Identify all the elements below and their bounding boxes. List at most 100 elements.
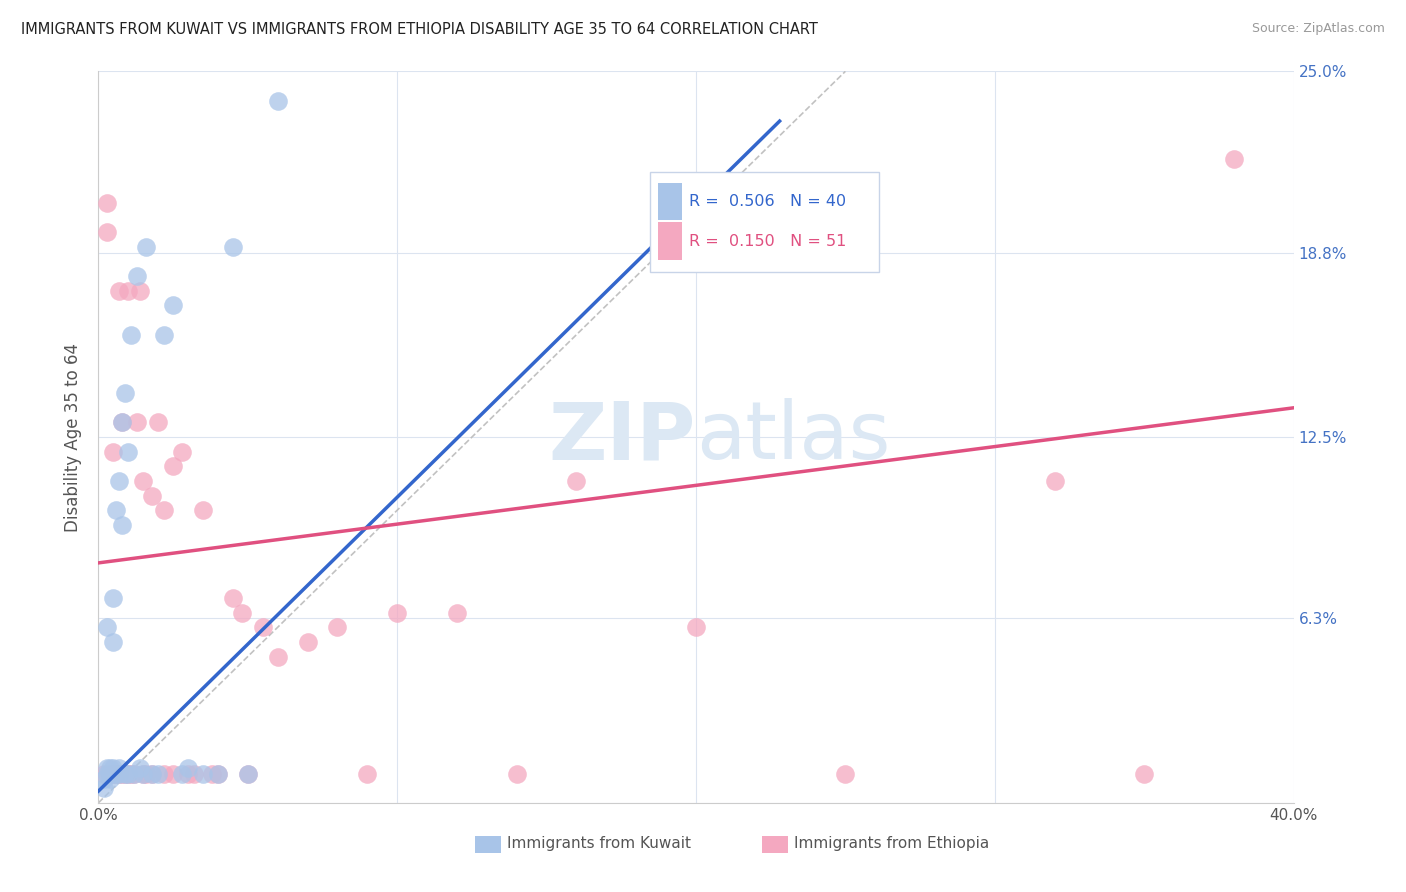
Point [1133,766,1156,780]
Point [103,635,125,649]
Point [120,327,142,342]
Point [98,766,122,780]
Point [297,635,319,649]
Point [172,444,194,458]
Point [127,416,149,430]
Point [135,240,157,254]
Point [153,327,176,342]
Point [506,766,529,780]
Point [236,766,259,780]
Point [117,444,139,458]
Point [148,766,170,780]
Point [183,766,205,780]
Point [222,591,245,605]
Point [103,591,125,605]
Point [141,489,163,503]
Point [191,503,214,517]
Point [222,240,245,254]
Point [111,517,134,532]
Point [162,298,184,312]
Point [124,766,146,780]
Point [96,196,118,211]
Point [96,766,118,780]
Point [117,284,139,298]
Point [127,269,149,284]
Point [105,503,128,517]
Point [108,766,131,780]
Point [114,766,136,780]
Point [114,386,136,401]
Point [148,416,170,430]
Point [356,766,378,780]
Point [132,766,155,780]
Point [129,761,152,775]
Point [108,761,131,775]
Point [98,761,122,775]
Point [231,606,253,620]
Point [132,474,155,488]
Point [191,766,214,780]
Point [93,781,115,796]
Point [103,766,125,780]
Point [153,766,176,780]
Point [135,766,157,780]
Point [267,649,290,664]
Point [267,94,290,108]
Bar [762,837,787,853]
Point [103,766,125,780]
Point [129,284,152,298]
Point [1223,152,1246,166]
Point [207,766,229,780]
Point [98,766,122,780]
Point [172,766,194,780]
Point [105,766,128,780]
Bar [475,837,501,853]
Text: R =  0.150   N = 51: R = 0.150 N = 51 [689,234,846,249]
Point [98,772,122,787]
Point [111,766,134,780]
Point [385,606,409,620]
Text: atlas: atlas [696,398,890,476]
Text: Immigrants from Ethiopia: Immigrants from Ethiopia [794,837,990,851]
Text: Immigrants from Kuwait: Immigrants from Kuwait [508,837,692,851]
Point [565,474,588,488]
Point [162,766,184,780]
Text: R =  0.506   N = 40: R = 0.506 N = 40 [689,194,846,209]
Point [207,766,229,780]
Point [141,766,163,780]
Point [120,766,142,780]
Point [177,761,200,775]
Point [153,503,176,517]
Point [103,761,125,775]
Point [117,766,139,780]
Point [685,620,707,634]
Point [834,766,856,780]
Point [114,766,136,780]
Point [103,444,125,458]
Point [326,620,349,634]
Point [96,761,118,775]
Point [108,474,131,488]
Text: IMMIGRANTS FROM KUWAIT VS IMMIGRANTS FROM ETHIOPIA DISABILITY AGE 35 TO 64 CORRE: IMMIGRANTS FROM KUWAIT VS IMMIGRANTS FRO… [21,22,818,37]
Point [117,766,139,780]
Point [111,416,134,430]
Point [105,766,128,780]
Point [93,766,115,780]
Point [96,225,118,239]
Point [252,620,274,634]
Point [132,766,155,780]
Point [201,766,224,780]
Text: ZIP: ZIP [548,398,696,476]
Text: Source: ZipAtlas.com: Source: ZipAtlas.com [1251,22,1385,36]
Point [108,284,131,298]
Point [141,766,163,780]
Point [124,766,146,780]
Point [111,416,134,430]
Point [446,606,468,620]
Point [236,766,259,780]
Point [177,766,200,780]
Point [108,766,131,780]
Point [96,620,118,634]
Y-axis label: Disability Age 35 to 64: Disability Age 35 to 64 [65,343,83,532]
Point [162,459,184,474]
